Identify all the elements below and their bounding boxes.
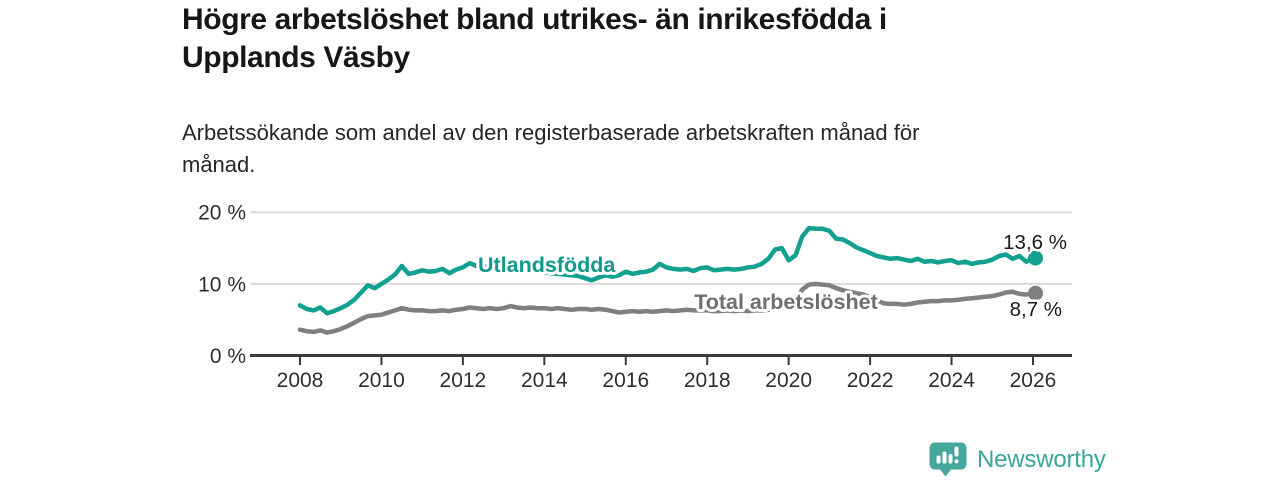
end-value-label-utlandsf-dda: 13,6 % [1003,231,1067,254]
x-tick-label: 2018 [684,369,731,392]
y-tick-label: 20 % [198,202,246,225]
speech-bubble-shape [929,442,967,477]
exclamation-dot-icon [954,459,959,464]
bar-icon-3 [948,454,953,464]
x-tick-label: 2026 [1010,369,1057,392]
exclamation-bar-icon [954,446,959,457]
x-tick-label: 2016 [602,369,649,392]
chart-subtitle: Arbetssökande som andel av den registerb… [182,117,919,181]
newsworthy-speech-bubble-chart-icon [929,442,967,477]
series-line-utlandsf-dda [297,225,1036,316]
x-tick-label: 2024 [928,369,975,392]
x-tick-label: 2010 [358,369,405,392]
chart-title-line2: Upplands Väsby [182,41,410,74]
brand-name: Newsworthy [977,445,1106,473]
x-tick-label: 2008 [277,369,324,392]
x-tick-label: 2014 [521,369,568,392]
bar-icon-1 [936,455,941,464]
series-label-utlandsf-dda: Utlandsfödda [478,253,616,277]
x-tick-label: 2022 [847,369,894,392]
chart-subtitle-line1: Arbetssökande som andel av den registerb… [182,120,920,145]
series-line-total-arbetsl-shet [297,281,1036,335]
bar-icon-2 [942,451,947,464]
series-label-total-arbetsl-shet: Total arbetslöshet [694,290,878,314]
y-tick-label: 0 % [210,345,246,368]
chart-subtitle-line2: månad. [182,152,256,177]
y-tick-label: 10 % [198,273,246,296]
x-tick-label: 2020 [765,369,812,392]
chart-title: Högre arbetslöshet bland utrikes- än inr… [182,1,887,77]
series-end-dot-utlandsf-dda [1027,250,1043,266]
chart-title-line1: Högre arbetslöshet bland utrikes- än inr… [182,3,887,36]
end-value-label-total-arbetsl-shet: 8,7 % [1010,298,1062,321]
series-end-dot-total-arbetsl-shet [1027,285,1043,301]
brand-footer: Newsworthy [928,441,1106,478]
x-tick-label: 2012 [440,369,487,392]
